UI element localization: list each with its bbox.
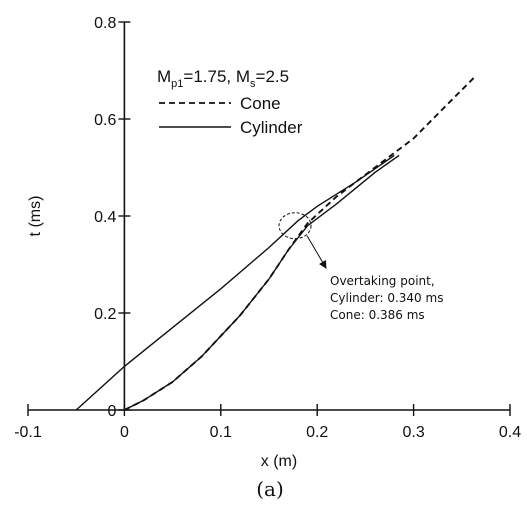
x-tick-label: 0 [120, 424, 129, 441]
x-tick-label: 0.1 [210, 424, 232, 441]
y-tick-label: 0 [107, 403, 116, 420]
series [75, 74, 477, 411]
x-tick-label: 0.4 [499, 424, 521, 441]
y-tick-label: 0.8 [94, 15, 116, 32]
legend-header: Mp1=1.75, Ms=2.5 [157, 67, 289, 90]
annotation: Overtaking point, Cylinder: 0.340 ms Con… [278, 212, 443, 322]
figure-caption: (a) [256, 477, 284, 501]
legend-header-mid: =1.75, M [183, 67, 250, 86]
series-cylinder-2 [124, 154, 400, 411]
y-axis-title: t (ms) [27, 196, 44, 237]
overtaking-point-circle [278, 212, 312, 240]
legend-header-end: =2.5 [256, 67, 290, 86]
x-tick-label: -0.1 [14, 424, 42, 441]
annotation-line-2: Cylinder: 0.340 ms [330, 291, 443, 305]
y-tick-label: 0.2 [94, 306, 116, 323]
annotation-line-1: Overtaking point, [330, 274, 435, 288]
annotation-arrow [306, 235, 327, 269]
legend-header-m1: M [157, 67, 171, 86]
legend-header-sub2: s [250, 78, 256, 90]
legend-header-sub1: p1 [171, 78, 183, 90]
x-axis-title: x (m) [261, 453, 297, 470]
y-tick-label: 0.6 [94, 112, 116, 129]
legend-label-cylinder: Cylinder [240, 118, 303, 137]
legend: Mp1=1.75, Ms=2.5 Cone Cylinder [157, 67, 303, 137]
series-cylinder-1 [75, 154, 395, 411]
legend-label-cone: Cone [240, 94, 281, 113]
x-tick-label: 0.3 [402, 424, 424, 441]
y-tick-label: 0.4 [94, 209, 116, 226]
ticks: -0.1 0 0.1 0.2 0.3 0.4 0 0.2 0.4 0.6 0.8 [14, 15, 521, 441]
annotation-line-3: Cone: 0.386 ms [330, 308, 425, 322]
x-tick-label: 0.2 [306, 424, 328, 441]
